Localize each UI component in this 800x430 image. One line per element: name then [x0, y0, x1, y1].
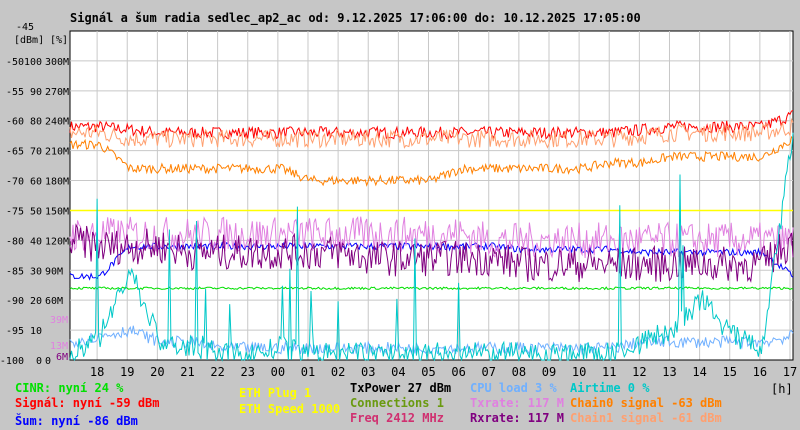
x-tick-label: 20 — [150, 365, 164, 379]
y-tick-dbm: -75 — [6, 206, 24, 217]
legend-eth-plug: ETH Plug 1 — [239, 386, 312, 400]
series-line-2 — [69, 136, 794, 187]
y-tick-pct: 70 — [30, 147, 42, 158]
x-tick-label: 13 — [662, 365, 676, 379]
y-tick-pct: 100 — [24, 57, 42, 68]
x-tick-label: 16 — [753, 365, 767, 379]
legend-cinr: CINR: nyní 24 % — [15, 381, 124, 395]
x-tick-label: 00 — [271, 365, 285, 379]
legend-airtime: Airtime 0 % — [570, 381, 650, 395]
x-tick-label: 03 — [361, 365, 375, 379]
y-tick-dbm: -50 — [6, 57, 24, 68]
y-unit-pct: [%] — [50, 35, 68, 46]
y-tick-dbm: -60 — [6, 117, 24, 128]
legend-eth-speed: ETH Speed 1000 — [239, 402, 341, 416]
x-tick-label: 05 — [421, 365, 435, 379]
y-tick-pct: 0 — [36, 356, 42, 367]
y-tick-pct: 50 — [30, 206, 42, 217]
x-tick-label: 09 — [542, 365, 556, 379]
series-line-6 — [69, 286, 794, 291]
y-tick-dbm: -45 — [16, 22, 34, 33]
y-tick-rate: 210M — [45, 147, 69, 158]
legend-txrate: Txrate: 117 M — [470, 396, 564, 410]
x-tick-label: 06 — [451, 365, 465, 379]
x-tick-label: 12 — [632, 365, 646, 379]
y-tick-rate: 270M — [45, 87, 69, 98]
legend-noise: Šum: nyní -86 dBm — [15, 414, 138, 428]
y-tick-pct: 10 — [30, 326, 42, 337]
side-marker-label: 39M — [50, 315, 68, 326]
y-tick-pct: 40 — [30, 236, 42, 247]
series-line-1 — [69, 117, 794, 149]
x-axis-label: [h] — [771, 382, 793, 396]
x-tick-label: 02 — [331, 365, 345, 379]
y-tick-pct: 90 — [30, 87, 42, 98]
y-tick-rate: 240M — [45, 117, 69, 128]
series-line-0 — [69, 109, 794, 141]
side-marker-label: 6M — [56, 352, 68, 363]
legend-cpu: CPU load 3 % — [470, 381, 557, 395]
y-tick-pct: 20 — [30, 296, 42, 307]
x-tick-label: 21 — [180, 365, 194, 379]
y-tick-rate: 150M — [45, 206, 69, 217]
x-tick-label: 08 — [512, 365, 526, 379]
y-tick-dbm: -85 — [6, 266, 24, 277]
legend-connections: Connections 1 — [350, 396, 444, 410]
y-tick-pct: 60 — [30, 177, 42, 188]
series-line-9 — [69, 132, 794, 362]
x-tick-label: 23 — [241, 365, 255, 379]
y-tick-rate: 60M — [45, 296, 63, 307]
legend-chain1: Chain1 signal -61 dBm — [570, 411, 722, 425]
series-line-5 — [69, 223, 794, 283]
x-tick-label: 18 — [90, 365, 104, 379]
x-tick-label: 01 — [301, 365, 315, 379]
y-tick-dbm: -100 — [0, 356, 24, 367]
side-marker-label: 13M — [50, 341, 68, 352]
y-tick-rate: 300M — [45, 57, 69, 68]
y-tick-rate: 120M — [45, 236, 69, 247]
legend-chain0: Chain0 signal -63 dBm — [570, 396, 722, 410]
legend-txpower: TxPower 27 dBm — [350, 381, 452, 395]
y-tick-dbm: -65 — [6, 147, 24, 158]
y-tick-pct: 30 — [30, 266, 42, 277]
chart-title: Signál a šum radia sedlec_ap2_ac od: 9.1… — [70, 11, 641, 26]
y-unit-dbm: [dBm] — [14, 35, 44, 46]
y-tick-rate: 0 — [45, 356, 51, 367]
legend-rxrate: Rxrate: 117 M — [470, 411, 564, 425]
x-tick-label: 17 — [783, 365, 797, 379]
x-tick-label: 10 — [572, 365, 586, 379]
x-tick-label: 22 — [210, 365, 224, 379]
y-tick-pct: 80 — [30, 117, 42, 128]
y-tick-rate: 180M — [45, 177, 69, 188]
y-tick-dbm: -90 — [6, 296, 24, 307]
x-tick-label: 19 — [120, 365, 134, 379]
x-tick-label: 04 — [391, 365, 405, 379]
x-tick-label: 15 — [723, 365, 737, 379]
y-tick-dbm: -95 — [6, 326, 24, 337]
legend-freq: Freq 2412 MHz — [350, 411, 444, 425]
x-tick-label: 14 — [692, 365, 706, 379]
y-tick-dbm: -80 — [6, 236, 24, 247]
plot-area — [69, 30, 794, 361]
y-tick-rate: 90M — [45, 266, 63, 277]
x-tick-label: 07 — [482, 365, 496, 379]
y-tick-dbm: -55 — [6, 87, 24, 98]
x-tick-label: 11 — [602, 365, 616, 379]
legend-signal: Signál: nyní -59 dBm — [15, 396, 160, 410]
y-tick-dbm: -70 — [6, 177, 24, 188]
